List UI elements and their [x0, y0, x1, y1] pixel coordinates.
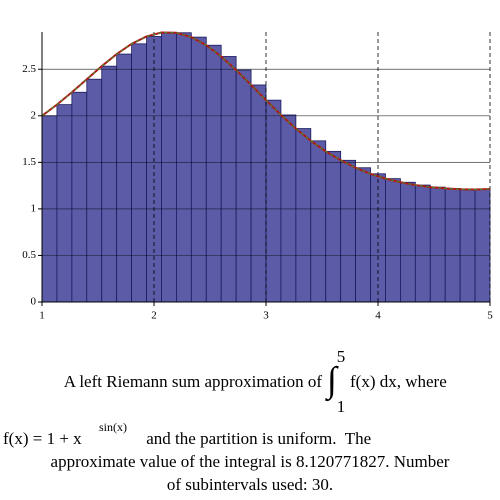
bar — [205, 44, 222, 303]
x-tick-label: 4 — [375, 310, 381, 322]
x-tick-label: 2 — [151, 310, 157, 322]
bar — [429, 186, 446, 303]
bar — [355, 167, 371, 303]
x-tick-label: 5 — [487, 310, 493, 322]
y-tick-label: 2 — [31, 109, 37, 121]
bar — [325, 150, 342, 303]
caption-text: A left Riemann sum approximation of — [64, 372, 323, 391]
bar — [220, 56, 237, 303]
y-tick-label: 2.5 — [22, 63, 36, 75]
integral-lower: 1 — [337, 397, 346, 416]
bar — [414, 184, 431, 303]
bar — [459, 188, 476, 303]
bar — [474, 189, 491, 303]
bar — [310, 140, 327, 303]
x-tick-label: 1 — [39, 310, 45, 322]
bar — [56, 104, 73, 303]
caption-text: f(x) dx, where — [350, 372, 447, 391]
y-tick-label: 1 — [31, 202, 37, 214]
x-tick-label: 3 — [263, 310, 269, 322]
bar — [71, 91, 88, 303]
bar — [101, 65, 118, 303]
bar — [385, 178, 401, 303]
integral-upper: 5 — [337, 347, 346, 366]
bar — [190, 36, 207, 303]
bar — [340, 159, 357, 303]
y-tick-label: 0.5 — [22, 249, 36, 261]
bar — [280, 114, 297, 303]
curve-overlay — [41, 32, 491, 190]
bar — [175, 32, 192, 303]
bar — [250, 84, 267, 303]
bar — [161, 32, 177, 303]
y-tick-label: 0 — [31, 296, 37, 308]
bar — [131, 43, 147, 303]
bar — [399, 181, 416, 303]
bar — [444, 188, 461, 303]
bar — [235, 69, 252, 303]
bar — [116, 53, 133, 303]
caption-text: and the partition is uniform. The — [142, 429, 371, 448]
bar — [86, 78, 103, 303]
caption-text: of subintervals used: 30. — [167, 475, 333, 494]
bar — [265, 99, 282, 303]
integral-sign: ∫ — [325, 359, 339, 401]
y-tick-label: 1.5 — [22, 156, 36, 168]
caption-text: f(x) = 1 + x — [3, 429, 82, 448]
bar — [295, 128, 312, 303]
caption-exponent: sin(x) — [99, 420, 127, 434]
caption-text: approximate value of the integral is 8.1… — [51, 452, 450, 471]
